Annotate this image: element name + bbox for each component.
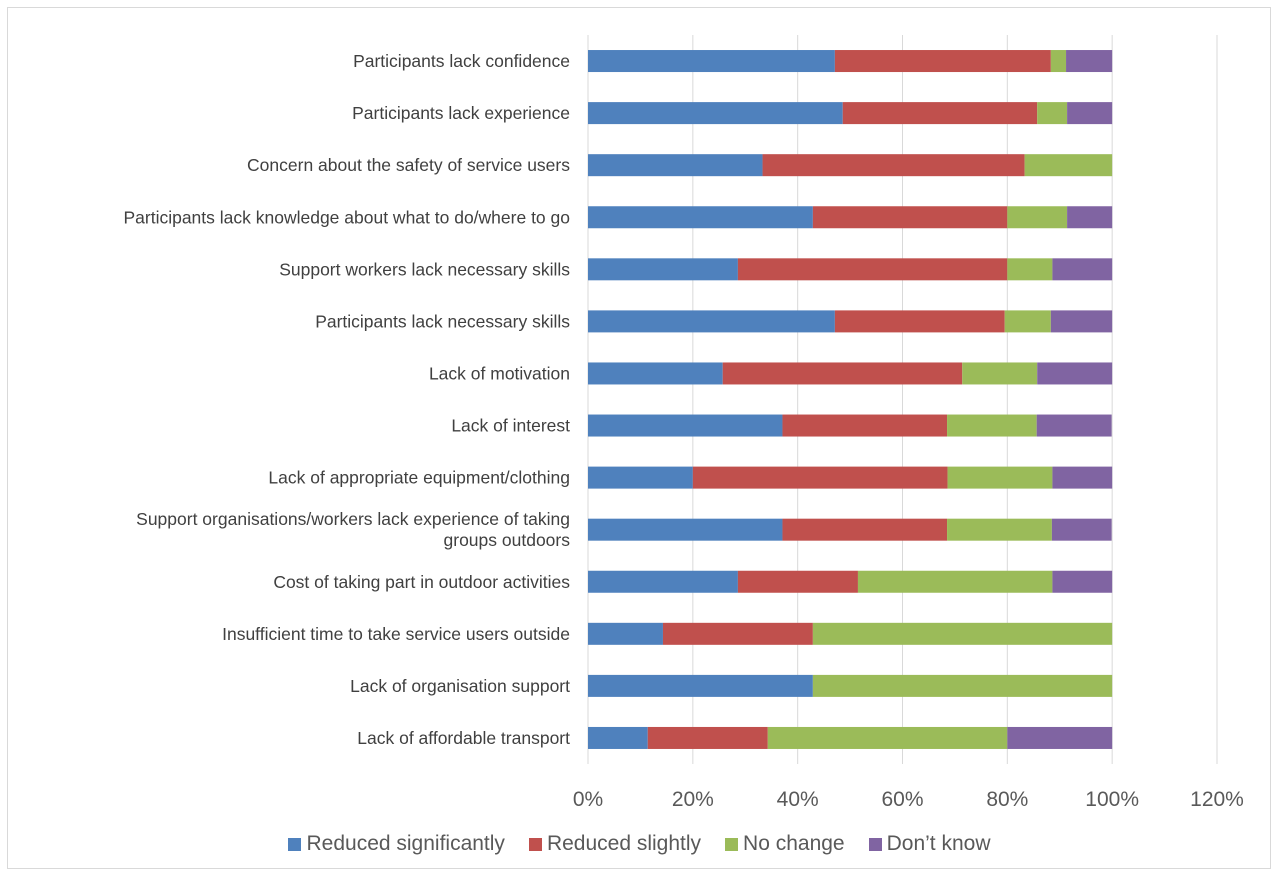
bar-segment	[647, 726, 768, 749]
x-tick-label: 100%	[1085, 788, 1139, 811]
bar-segment	[588, 206, 813, 229]
bar-segment	[662, 622, 813, 645]
bar-segment	[1067, 102, 1113, 125]
bar-segment	[588, 518, 783, 541]
bar-segment	[1037, 102, 1068, 125]
legend-swatch	[725, 837, 739, 851]
bar-segment	[588, 414, 783, 437]
x-tick-label: 0%	[573, 788, 603, 811]
legend-label: Don’t know	[886, 832, 991, 855]
category-label: Participants lack knowledge about what t…	[123, 207, 570, 227]
x-tick-label: 80%	[986, 788, 1028, 811]
bars	[588, 50, 1113, 749]
category-label: Insufficient time to take service users …	[222, 624, 570, 644]
bar-segment	[767, 726, 1008, 749]
bar-segment	[1037, 362, 1113, 385]
bar-segment	[834, 310, 1005, 333]
bar-segment	[762, 154, 1025, 177]
bar-segment	[1007, 726, 1113, 749]
category-label: Lack of affordable transport	[357, 728, 570, 748]
category-label: Support workers lack necessary skills	[279, 259, 570, 279]
bar-segment	[1066, 50, 1113, 73]
bar-segment	[588, 102, 843, 125]
category-label: Lack of motivation	[429, 363, 570, 383]
bar-segment	[834, 50, 1051, 73]
bar-segment	[1007, 206, 1068, 229]
x-tick-labels: 0% 20% 40% 60% 80% 100% 120%	[573, 788, 1244, 811]
category-labels: Participants lack confidence Participants…	[123, 51, 570, 748]
legend: Reduced significantly Reduced slightly No …	[0, 832, 1279, 856]
category-label: Participants lack necessary skills	[315, 311, 570, 331]
bar-segment	[1052, 466, 1113, 489]
legend-swatch	[868, 837, 882, 851]
bar-segment	[588, 258, 738, 281]
bar-segment	[842, 102, 1038, 125]
legend-item: Reduced slightly	[528, 832, 702, 856]
category-label: Lack of appropriate equipment/clothing	[268, 468, 570, 488]
bar-segment	[857, 570, 1053, 593]
category-label: Support organisations/workers lack exper…	[136, 509, 570, 550]
bar-segment	[588, 310, 835, 333]
category-label: Lack of organisation support	[350, 676, 570, 696]
bar-segment	[588, 622, 663, 645]
legend-label: Reduced significantly	[306, 832, 505, 855]
bar-segment	[1067, 206, 1113, 229]
category-label: Lack of interest	[451, 416, 570, 436]
bar-segment	[588, 726, 648, 749]
bar-segment	[1004, 310, 1051, 333]
bar-segment	[812, 622, 1113, 645]
legend-swatch	[288, 837, 302, 851]
bar-segment	[588, 154, 763, 177]
category-label: Concern about the safety of service user…	[247, 155, 570, 175]
bar-segment	[1007, 258, 1053, 281]
bar-segment	[1036, 414, 1112, 437]
bar-segment	[1024, 154, 1113, 177]
bar-segment	[1052, 258, 1113, 281]
bar-segment	[737, 570, 858, 593]
bar-segment	[782, 414, 948, 437]
bar-segment	[962, 362, 1038, 385]
bar-segment	[588, 50, 835, 73]
gridlines	[587, 35, 1218, 764]
bar-segment	[692, 466, 948, 489]
bar-segment	[1051, 518, 1112, 541]
legend-item: No change	[725, 832, 845, 856]
chart-frame	[7, 7, 1271, 869]
category-label: Cost of taking part in outdoor activitie…	[273, 572, 570, 592]
bar-segment	[588, 570, 738, 593]
bar-segment	[812, 206, 1008, 229]
category-label: Participants lack experience	[352, 103, 570, 123]
bar-segment	[1050, 50, 1067, 73]
bar-segment	[588, 466, 693, 489]
x-tick-label: 120%	[1190, 788, 1244, 811]
bar-segment	[737, 258, 1008, 281]
category-label: Participants lack confidence	[353, 51, 570, 71]
bar-segment	[947, 414, 1037, 437]
legend-label: Reduced slightly	[546, 832, 702, 855]
bar-segment	[588, 674, 813, 697]
bar-segment	[1052, 570, 1113, 593]
x-tick-label: 20%	[672, 788, 714, 811]
bar-segment	[1050, 310, 1113, 333]
legend-item: Don’t know	[868, 832, 991, 856]
legend-label: No change	[743, 832, 845, 855]
legend-swatch	[528, 837, 542, 851]
bar-segment	[947, 518, 1052, 541]
x-tick-label: 60%	[881, 788, 923, 811]
bar-segment	[947, 466, 1053, 489]
x-tick-label: 40%	[777, 788, 819, 811]
bar-segment	[722, 362, 963, 385]
bar-segment	[812, 674, 1113, 697]
legend-item: Reduced significantly	[288, 832, 505, 856]
bar-segment	[782, 518, 948, 541]
bar-segment	[588, 362, 723, 385]
